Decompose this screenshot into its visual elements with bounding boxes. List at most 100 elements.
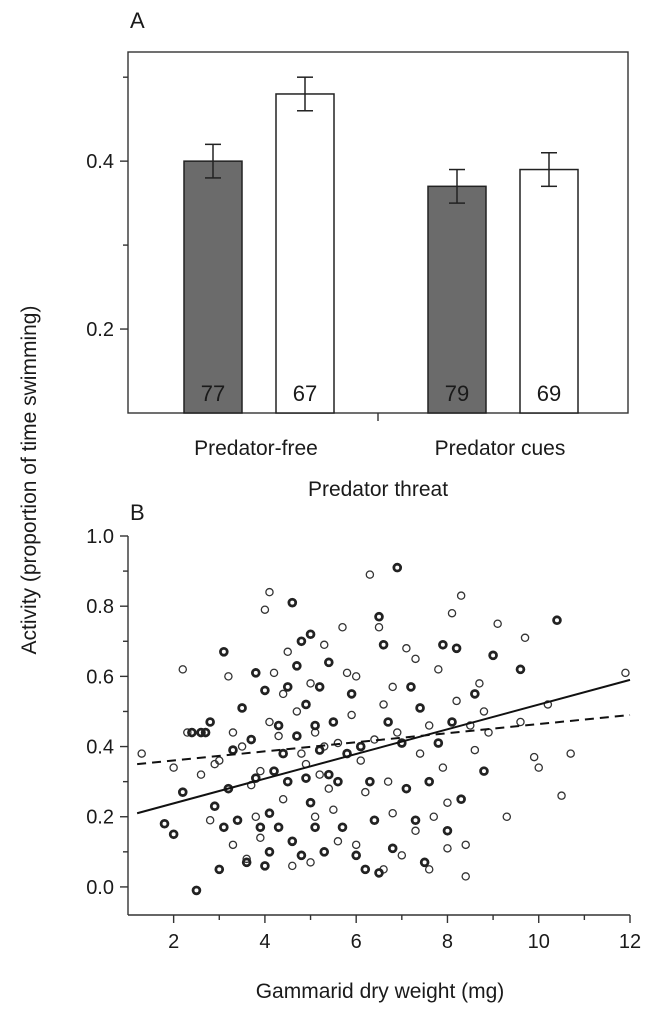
scatter-point [305, 797, 316, 808]
y-tick-label: 0.4 [86, 151, 114, 173]
scatter-point [365, 776, 375, 787]
scatter-point [333, 837, 343, 846]
scatter-point [461, 872, 470, 881]
scatter-point [264, 808, 275, 819]
panel-b-y-ticks: 0.0 0.2 0.4 0.6 0.8 1.0 [86, 526, 128, 899]
scatter-point [306, 858, 315, 867]
scatter-point [250, 668, 261, 678]
scatter-point [443, 798, 452, 807]
scatter-point [333, 738, 343, 748]
scatter-point [228, 745, 238, 755]
scatter-point [351, 850, 361, 861]
scatter-point [447, 608, 457, 618]
scatter-point [402, 644, 411, 653]
scatter-point [319, 640, 329, 650]
sample-size-label: 79 [445, 381, 469, 406]
sample-size-label: 77 [201, 381, 225, 406]
scatter-point [200, 727, 211, 738]
scatter-point [255, 822, 266, 833]
scatter-point [493, 619, 502, 628]
scatter-point [337, 822, 348, 833]
scatter-point [191, 885, 202, 896]
scatter-point [269, 668, 279, 678]
scatter-point [296, 636, 307, 647]
scatter-point [219, 822, 229, 833]
scatter-point [232, 815, 243, 826]
x-tick-label: 8 [442, 931, 453, 953]
scatter-point [333, 776, 343, 787]
scatter-point [237, 742, 247, 751]
scatter-point [228, 840, 238, 850]
scatter-point [219, 647, 229, 657]
scatter-point [301, 773, 311, 783]
scatter-point [374, 611, 384, 622]
scatter-point [260, 685, 270, 696]
scatter-point [515, 664, 526, 675]
scatter-point [543, 700, 553, 709]
scatter-point [456, 591, 466, 600]
scatter-point [265, 587, 274, 597]
scatter-point [183, 728, 192, 737]
scatter-point [383, 717, 393, 727]
scatter-point [360, 864, 371, 875]
scatter-point [438, 639, 448, 650]
scatter-point [274, 731, 283, 741]
scatter-point [214, 864, 225, 875]
scatter-point [466, 721, 475, 730]
scatter-point [278, 794, 288, 804]
x-tick-label: 2 [168, 931, 179, 953]
scatter-point [209, 801, 220, 812]
scatter-point [305, 629, 316, 640]
panel-a-x-axis-label: Predator threat [308, 478, 448, 501]
panel-b-x-axis-label: Gammarid dry weight (mg) [256, 980, 505, 1003]
scatter-point [415, 703, 425, 713]
scatter-point [388, 682, 397, 692]
scatter-point [392, 562, 403, 573]
scatter-point [401, 783, 412, 794]
scatter-point [205, 816, 215, 825]
scatter-point [324, 784, 334, 793]
scatter-point [210, 759, 219, 769]
panel-b-scatter-plot: B 0.0 0.2 0.4 0.6 0.8 1.0 2 4 6 8 10 12 Gammarid d… [86, 500, 641, 1003]
scatter-point [461, 840, 470, 850]
panel-b-points [137, 562, 630, 896]
scatter-point [264, 847, 275, 857]
scatter-point [365, 570, 375, 579]
scatter-point [424, 865, 434, 874]
scatter-point [411, 654, 420, 664]
bar [275, 93, 335, 414]
scatter-point [369, 815, 380, 826]
panel-a-y-ticks: 0.2 0.4 [86, 76, 128, 341]
scatter-point [169, 763, 178, 772]
panel-a-label: A [130, 8, 145, 33]
scatter-point [196, 727, 206, 738]
scatter-point [379, 700, 388, 709]
panel-a-bars: 77 67 79 69 [183, 76, 579, 414]
scatter-point [196, 770, 206, 779]
scatter-point [415, 749, 425, 758]
bar [427, 185, 487, 414]
scatter-point [296, 850, 307, 861]
scatter-point [187, 727, 197, 738]
y-tick-label: 0.2 [86, 807, 114, 829]
scatter-point [178, 665, 188, 674]
scatter-point [566, 749, 575, 758]
scatter-point [470, 689, 480, 699]
scatter-point [356, 756, 365, 765]
scatter-point [388, 808, 397, 818]
scatter-point [329, 805, 338, 814]
x-tick-label: 6 [351, 931, 362, 953]
panel-a-bar-chart: A 0.2 0.4 77 67 79 69 Predator-free Predator … [86, 8, 629, 501]
scatter-point [621, 668, 630, 678]
scatter-point [310, 822, 320, 833]
scatter-point [287, 836, 298, 847]
scatter-point [241, 857, 252, 868]
scatter-point [292, 731, 302, 741]
scatter-point [287, 597, 298, 608]
scatter-point [224, 672, 233, 681]
scatter-point [260, 861, 270, 871]
fit-line-solid [136, 678, 631, 815]
scatter-point [552, 615, 562, 626]
panel-a-x-ticks: Predator-free Predator cues [194, 413, 565, 460]
scatter-point [520, 633, 530, 643]
